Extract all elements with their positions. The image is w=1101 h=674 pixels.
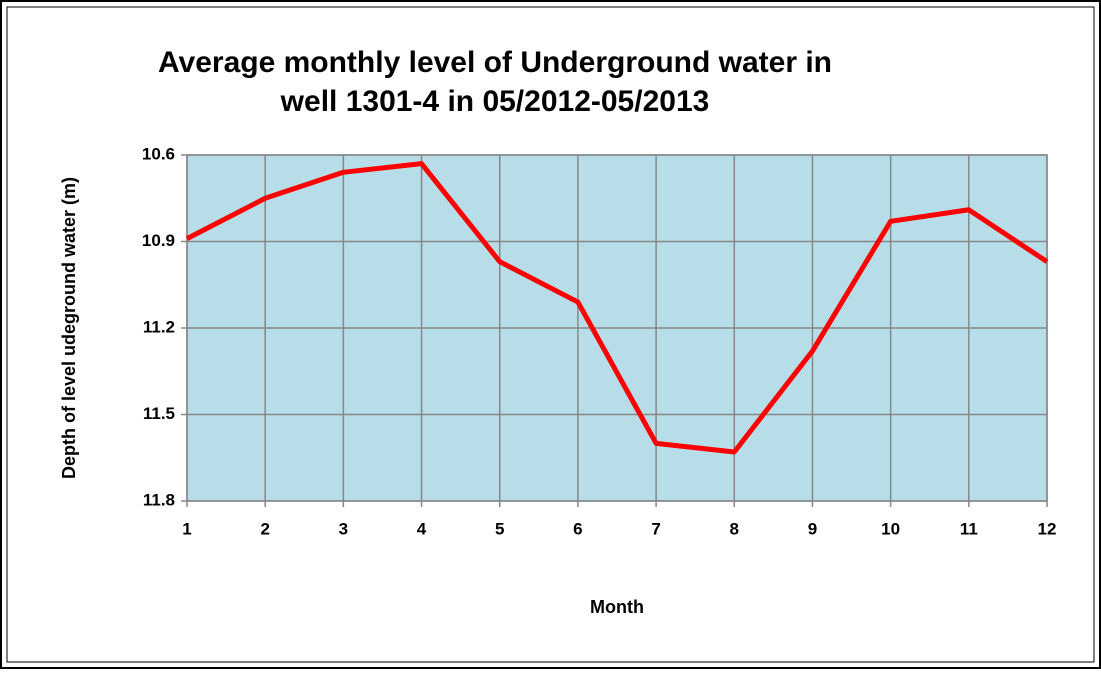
x-tick-label: 10 bbox=[881, 519, 900, 538]
x-tick-label: 6 bbox=[573, 519, 582, 538]
x-tick-label: 7 bbox=[651, 519, 660, 538]
x-tick-label: 2 bbox=[260, 519, 269, 538]
x-tick-label: 11 bbox=[960, 519, 978, 538]
x-tick-label: 5 bbox=[495, 519, 504, 538]
x-tick-label: 9 bbox=[808, 519, 817, 538]
chart-title: Average monthly level of Underground wat… bbox=[158, 46, 832, 79]
data-line bbox=[185, 161, 1049, 455]
y-tick-label: 10.6 bbox=[142, 144, 175, 163]
y-tick-label: 10.9 bbox=[142, 231, 175, 250]
plot-border bbox=[186, 154, 1048, 502]
x-tick-label: 8 bbox=[730, 519, 739, 538]
x-tick-label: 4 bbox=[417, 519, 427, 538]
inner-frame bbox=[6, 6, 1095, 663]
y-tick-label: 11.5 bbox=[143, 404, 175, 423]
chart-title: well 1301-4 in 05/2012-05/2013 bbox=[280, 85, 710, 118]
x-tick-label: 12 bbox=[1038, 519, 1057, 538]
x-axis-label: Month bbox=[590, 597, 644, 617]
x-tick-label: 3 bbox=[339, 519, 348, 538]
y-tick-label: 11.8 bbox=[143, 490, 175, 509]
y-tick-label: 11.2 bbox=[143, 317, 175, 336]
x-tick-label: 1 bbox=[182, 519, 191, 538]
y-axis-label: Depth of level udeground water (m) bbox=[59, 177, 79, 479]
